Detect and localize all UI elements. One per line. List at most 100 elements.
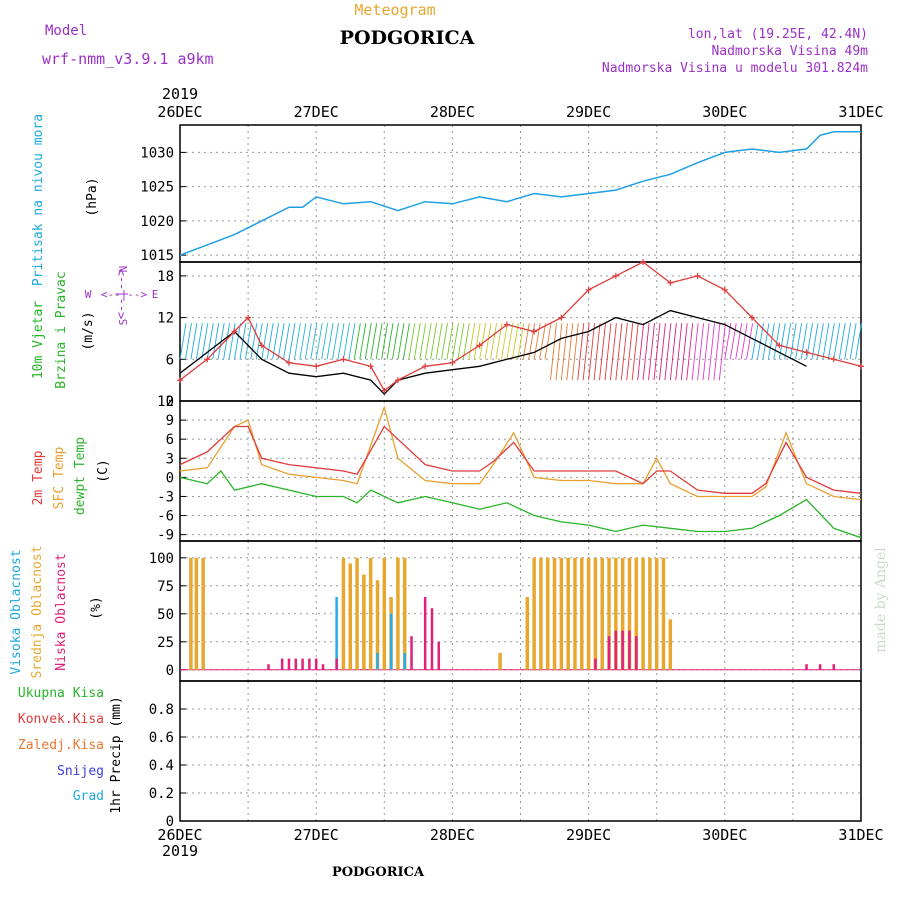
wind-direction-barb: [582, 323, 590, 381]
wind-direction-barb: [844, 323, 852, 360]
model-name: wrf-nmm_v3.9.1 a9km: [42, 50, 214, 68]
wind-direction-barb: [833, 323, 841, 360]
date-label-top: 28DEC: [430, 103, 475, 121]
wind-direction-barb: [653, 323, 661, 381]
gust-marker: [803, 349, 810, 356]
wind-direction-barb: [762, 323, 770, 360]
date-label-top: 29DEC: [566, 103, 611, 121]
panel-frame: [179, 400, 862, 542]
cloud-label-1: Visoka Oblacnost: [9, 549, 24, 674]
cloud-mid-bar: [375, 580, 380, 670]
wind-direction-barb: [435, 323, 443, 360]
cloud-low-bar: [607, 636, 611, 670]
wind-direction-barb: [479, 323, 487, 360]
y-tick-label: 50: [157, 607, 174, 623]
gust-marker: [612, 272, 619, 279]
cloud-mid-bar: [607, 557, 611, 670]
wind-direction-barb: [310, 323, 318, 360]
cloud-mid-bar: [201, 557, 205, 670]
wind-direction-barb: [430, 323, 438, 360]
precip-unit: 1hr Precip (mm): [109, 696, 124, 813]
city-title: PODGORICA: [340, 27, 475, 49]
precip-legend-label: Ukupna Kisa: [18, 686, 104, 701]
wind-gust-line: [179, 261, 862, 392]
cloud-mid-bar: [396, 557, 400, 670]
date-label-bottom: 30DEC: [702, 826, 747, 844]
wind-direction-barb: [691, 323, 699, 381]
panel-frame: [179, 680, 862, 822]
y-tick-label: -6: [157, 509, 174, 525]
temp-panel: -9 -6 -3 0 3 6 9 12: [157, 394, 862, 544]
wind-direction-barb: [441, 323, 448, 360]
year-bottom: 2019: [162, 842, 198, 860]
y-tick-label: 18: [157, 269, 174, 285]
gust-marker: [367, 363, 374, 370]
wind-direction-barb: [631, 323, 639, 381]
wind-direction-barb: [648, 323, 655, 381]
cloud-low-bar: [614, 630, 618, 670]
wind-direction-barb: [789, 323, 797, 360]
wind-direction-barb: [185, 323, 192, 360]
wind-direction-barb: [593, 323, 601, 381]
wind-panel: 0 6 12 18: [157, 259, 864, 410]
wind-direction-barb: [637, 323, 645, 381]
y-tick-label: 75: [157, 579, 174, 595]
wind-direction-barb: [468, 323, 476, 360]
wind-direction-barb: [609, 323, 617, 381]
precip-legend-label: Zaledj.Kisa: [18, 738, 104, 753]
gust-marker: [749, 314, 756, 321]
wind-direction-barb: [244, 323, 252, 360]
pressure-unit: (hPa): [85, 177, 100, 216]
dewpt-line: [179, 470, 862, 539]
gust-marker: [585, 286, 592, 293]
cloud-mid-bar: [580, 557, 584, 670]
wind-direction-barb: [266, 323, 274, 360]
y-tick-label: 0.4: [149, 758, 174, 774]
wind-direction-barb: [555, 323, 563, 381]
wind-direction-barb: [724, 323, 732, 360]
wind-direction-barb: [800, 323, 808, 360]
wind-direction-barb: [283, 323, 290, 360]
date-label-bottom: 28DEC: [430, 826, 475, 844]
wind-direction-barb: [735, 323, 743, 360]
wind-direction-barb: [571, 323, 579, 381]
wind-direction-barb: [413, 323, 421, 360]
cloud-low-bar: [818, 664, 822, 670]
cloud-mid-bar: [382, 557, 387, 670]
bottom-date-labels: 26DEC 27DEC 28DEC 29DEC 30DEC 31DEC: [157, 826, 883, 844]
y-tick-label: 25: [157, 635, 174, 651]
wind-direction-barb: [304, 323, 312, 360]
top-date-labels: 26DEC 27DEC 28DEC 29DEC 30DEC 31DEC: [157, 103, 883, 121]
gust-marker: [640, 259, 647, 265]
date-label-top: 26DEC: [157, 103, 202, 121]
wind-direction-barb: [658, 323, 666, 381]
wind-direction-barb: [402, 323, 410, 360]
wind-direction-barb: [767, 323, 775, 360]
wind-direction-barb: [261, 323, 269, 360]
temp-label-1: 2m Temp: [31, 450, 46, 505]
wind-direction-barb: [342, 323, 350, 360]
wind-direction-barb: [370, 323, 378, 360]
wind-direction-barb: [599, 323, 606, 381]
wind-direction-barb: [457, 323, 465, 360]
cloud-mid-bar: [348, 563, 352, 670]
wind-direction-barb: [816, 323, 824, 360]
wind-direction-barb: [190, 323, 198, 360]
gust-marker: [830, 356, 837, 363]
gust-marker: [285, 359, 292, 366]
wind-direction-barb: [713, 323, 721, 381]
wind-direction-barb: [359, 323, 367, 360]
wind-direction-barb: [664, 323, 672, 381]
cloud-mid-bar: [532, 557, 536, 670]
temp-unit: (C): [96, 459, 111, 482]
gust-marker: [558, 314, 565, 321]
cloud-low-bar: [410, 636, 413, 670]
wind-direction-barb: [195, 323, 203, 360]
y-tick-label: 1025: [140, 180, 174, 196]
cloud-low-bar: [594, 658, 597, 670]
y-tick-label: 0.2: [149, 786, 174, 802]
wind-direction-barb: [620, 323, 628, 381]
y-tick-label: 12: [157, 394, 174, 410]
